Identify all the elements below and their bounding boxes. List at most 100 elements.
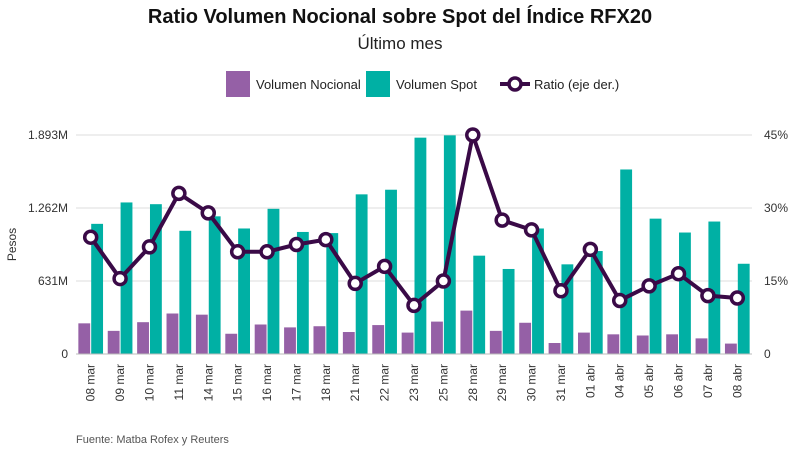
bar-spot — [208, 216, 221, 354]
x-tick-label: 11 mar — [172, 364, 186, 400]
x-tick-label: 30 mar — [525, 364, 539, 401]
bar-nocional — [695, 338, 708, 354]
ratio-point — [171, 185, 187, 202]
legend: Volumen Nocional Volumen Spot Ratio (eje… — [0, 70, 800, 100]
ratio-point — [435, 273, 452, 289]
x-tick-label: 31 mar — [554, 364, 568, 401]
bar-nocional — [431, 321, 443, 354]
x-tick-label: 01 abr — [583, 364, 597, 398]
ratio-point — [406, 297, 422, 314]
y2-tick-label: 30% — [764, 201, 788, 215]
x-tick-label: 05 abr — [642, 364, 656, 398]
bar-spot — [737, 263, 750, 354]
x-tick-label: 18 mar — [319, 364, 333, 401]
legend-swatch-spot — [366, 71, 390, 97]
x-tick-label: 07 abr — [701, 364, 715, 398]
bar-nocional — [460, 310, 473, 354]
bar-nocional — [313, 326, 326, 354]
y2-tick-label: 15% — [764, 274, 788, 288]
x-tick-label: 09 mar — [113, 364, 127, 401]
bar-nocional — [137, 322, 149, 354]
chart-subtitle: Último mes — [357, 34, 443, 53]
ratio-point — [347, 275, 363, 292]
bar-spot — [238, 228, 250, 354]
bar-nocional — [195, 314, 208, 354]
bar-nocional — [107, 330, 120, 354]
ratio-point — [465, 127, 481, 143]
bar-nocional — [78, 323, 91, 354]
legend-label-spot: Volumen Spot — [396, 76, 477, 92]
y2-tick-label: 0 — [764, 347, 771, 361]
bar-spot — [355, 194, 368, 354]
ratio-point — [376, 258, 393, 275]
ratio-point — [553, 282, 569, 299]
x-tick-label: 25 mar — [436, 364, 450, 401]
x-tick-label: 23 mar — [407, 364, 421, 401]
x-tick-label: 06 abr — [672, 364, 686, 398]
legend-swatch-ratio — [500, 76, 530, 92]
x-tick-label: 14 mar — [201, 364, 215, 401]
bar-nocional — [225, 333, 238, 354]
bar-spot — [502, 268, 515, 354]
bar-spot — [561, 264, 574, 354]
bar-nocional — [372, 325, 385, 354]
ratio-point — [259, 244, 275, 260]
y-tick-label: 0 — [61, 347, 68, 361]
ratio-point — [611, 292, 628, 309]
source-note: Fuente: Matba Rofex y Reuters — [76, 434, 229, 446]
bar-nocional — [724, 343, 737, 354]
bar-spot — [179, 230, 192, 354]
legend-label-ratio: Ratio (eje der.) — [534, 76, 620, 92]
ratio-point — [582, 241, 599, 258]
x-tick-label: 08 mar — [84, 364, 98, 401]
ratio-point — [141, 239, 158, 255]
ratio-point — [729, 290, 746, 306]
y2-tick-label: 45% — [764, 128, 788, 142]
y-tick-label: 1.262M — [28, 201, 68, 215]
x-tick-label: 28 mar — [466, 364, 480, 401]
bar-spot — [91, 223, 104, 354]
bar-nocional — [607, 334, 620, 354]
legend-item-nocional: Volumen Nocional — [226, 70, 361, 98]
bar-nocional — [519, 322, 532, 354]
y-tick-label: 1.893M — [28, 128, 68, 142]
ratio-point — [288, 236, 305, 253]
x-tick-label: 10 mar — [142, 364, 156, 401]
bar-nocional — [254, 324, 267, 354]
bar-nocional — [666, 334, 679, 354]
bar-nocional — [342, 332, 355, 354]
bar-nocional — [548, 343, 561, 354]
bar-nocional — [578, 332, 590, 354]
legend-item-spot: Volumen Spot — [366, 70, 477, 98]
x-tick-label: 29 mar — [495, 364, 509, 401]
x-tick-label: 22 mar — [378, 364, 392, 401]
x-tick-label: 17 mar — [289, 364, 303, 401]
bar-nocional — [636, 335, 649, 354]
x-tick-label: 15 mar — [231, 364, 245, 401]
bar-nocional — [401, 332, 414, 354]
x-tick-label: 21 mar — [348, 364, 362, 401]
bar-spot — [532, 228, 544, 354]
ratio-point — [200, 205, 217, 221]
y-axis-label: Pesos — [5, 228, 19, 261]
bar-nocional — [489, 330, 502, 354]
x-tick-label: 04 abr — [613, 364, 627, 398]
ratio-point — [641, 278, 657, 294]
chart-title: Ratio Volumen Nocional sobre Spot del Ín… — [147, 6, 653, 28]
bar-spot — [296, 231, 309, 354]
bar-spot — [473, 255, 486, 354]
bar-nocional — [284, 327, 296, 354]
bar-spot — [679, 232, 691, 354]
legend-item-ratio: Ratio (eje der.) — [500, 70, 619, 98]
bar-spot — [149, 204, 162, 354]
ratio-point — [318, 231, 334, 248]
ratio-point — [670, 265, 687, 282]
x-tick-label: 16 mar — [260, 364, 274, 401]
bar-spot — [414, 137, 427, 354]
ratio-point — [229, 244, 246, 260]
x-tick-label: 08 abr — [730, 364, 744, 398]
bar-nocional — [166, 313, 179, 354]
bar-spot — [708, 221, 721, 354]
bar-spot — [326, 233, 339, 354]
